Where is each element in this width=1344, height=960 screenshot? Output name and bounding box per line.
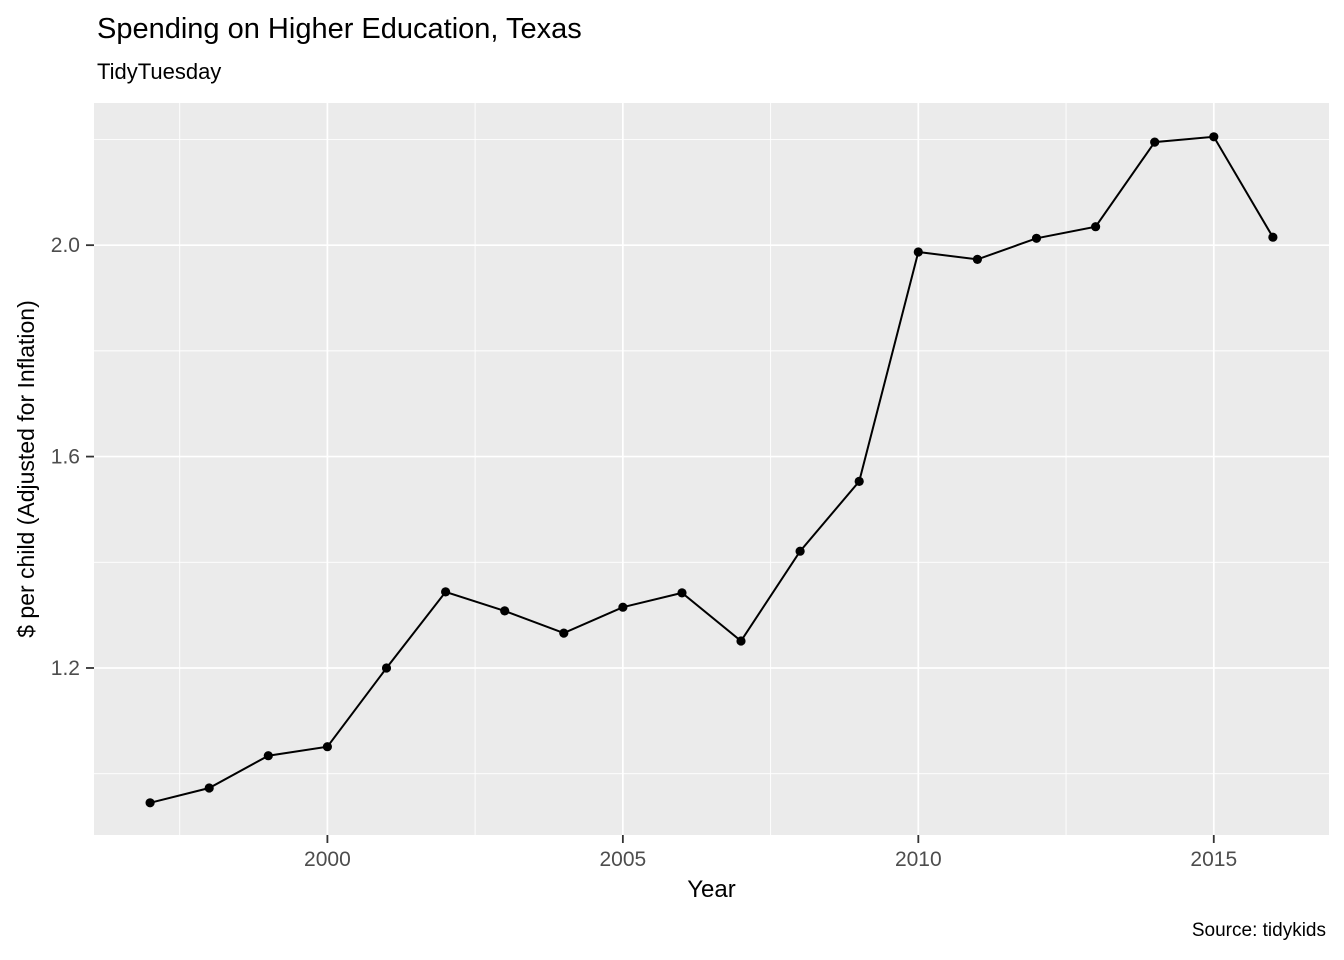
data-point: [204, 783, 214, 793]
data-point: [972, 254, 983, 264]
data-point: [795, 546, 805, 556]
x-tick-label: 2005: [600, 848, 647, 871]
data-point: [913, 247, 923, 257]
plot-subtitle: TidyTuesday: [97, 59, 222, 84]
data-point: [441, 587, 451, 597]
plot-title: Spending on Higher Education, Texas: [97, 13, 582, 45]
panel-background: [94, 103, 1329, 835]
data-point: [559, 628, 569, 638]
data-point: [322, 742, 332, 752]
data-point: [618, 602, 628, 612]
data-point: [677, 588, 687, 598]
plot-caption: Source: tidykids: [1191, 920, 1326, 941]
x-tick-label: 2015: [1190, 848, 1237, 871]
data-point: [500, 606, 510, 616]
y-tick-label: 1.6: [51, 446, 80, 469]
data-point: [381, 663, 392, 673]
x-axis-title: Year: [687, 876, 736, 903]
y-axis-title: $ per child (Adjusted for Inflation): [13, 300, 39, 638]
data-point: [1150, 137, 1160, 147]
data-point: [1209, 132, 1219, 142]
data-point: [145, 798, 155, 808]
x-tick-label: 2000: [304, 848, 351, 871]
data-point: [1031, 233, 1042, 243]
y-tick-label: 2.0: [51, 234, 80, 257]
y-tick-label: 1.2: [51, 657, 80, 680]
data-point: [263, 751, 273, 761]
x-tick-label: 2010: [895, 848, 942, 871]
data-line: [149, 135, 1274, 804]
data-point: [1268, 232, 1278, 242]
data-point: [736, 636, 746, 646]
data-point: [1091, 222, 1101, 232]
data-point: [854, 476, 864, 486]
